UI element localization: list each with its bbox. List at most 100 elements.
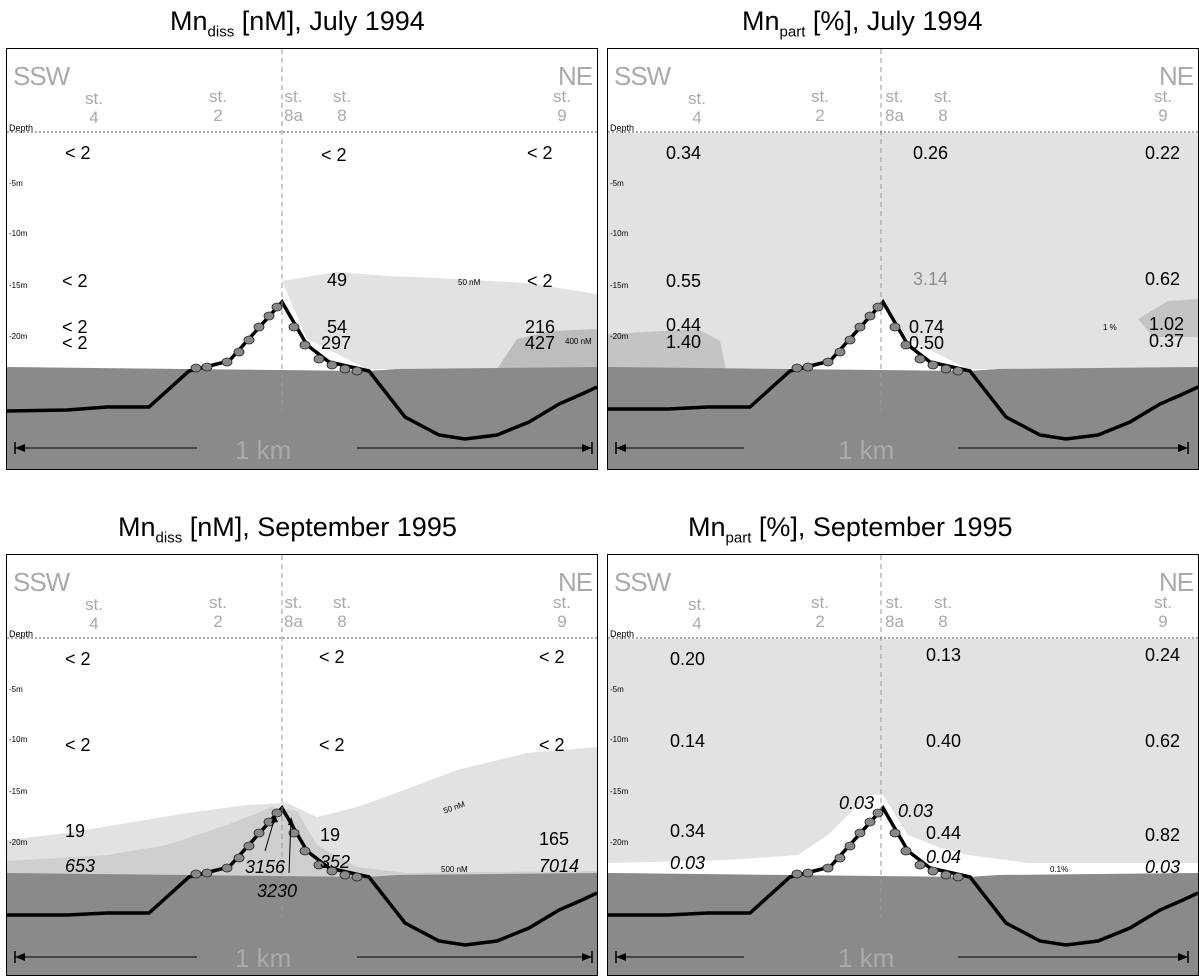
measurement-value: 352 <box>320 852 351 872</box>
station-label-8: st. 8 <box>333 593 351 631</box>
station-label-8: st. 8 <box>934 593 952 631</box>
measurement-value: 0.50 <box>909 333 945 353</box>
isoline-label: 50 nM <box>458 278 481 287</box>
direction-label-ne: NE <box>558 61 593 91</box>
annotation-arrow-3156 <box>264 816 276 852</box>
station-label-4: st. 4 <box>688 595 706 633</box>
sediment-layer <box>7 873 597 975</box>
depth-tick-20m: -20m <box>610 332 629 341</box>
measurement-value: < 2 <box>62 317 88 337</box>
panel-mn-diss-september-1995: SSW NE st. 4 st. 2 st. 8a st. 8 st. 9 Depth -… <box>6 554 598 976</box>
title-rest: [%], July 1994 <box>805 6 983 36</box>
station-label-2: st. 2 <box>811 87 829 125</box>
scale-arrow-left <box>15 953 25 961</box>
measurement-value: < 2 <box>65 649 91 669</box>
depth-tick-15m: -15m <box>9 281 28 290</box>
isoline-label: 1 % <box>1103 323 1117 332</box>
title-rest: [%], September 1995 <box>751 512 1013 542</box>
measurement-value: 1.40 <box>666 332 702 352</box>
measurement-value: < 2 <box>319 735 345 755</box>
scale-arrow-right <box>582 444 592 452</box>
scale-arrow-right <box>1178 953 1188 961</box>
title-sub: part <box>779 23 806 41</box>
measurement-value: 7014 <box>539 856 580 876</box>
direction-label-ssw: SSW <box>13 61 70 91</box>
measurement-value: < 2 <box>62 271 88 291</box>
measurement-value: 3.14 <box>913 269 949 289</box>
depth-tick-5m: -5m <box>9 179 23 188</box>
measurement-value: 0.24 <box>1145 645 1181 665</box>
measurement-value: < 2 <box>65 143 91 163</box>
sediment-layer <box>7 367 597 469</box>
concentration-zone-50nm <box>7 747 597 877</box>
depth-tick-15m: -15m <box>610 787 629 796</box>
direction-label-ne: NE <box>1159 61 1194 91</box>
cross-section-graphic <box>608 555 1198 975</box>
percentage-zone-left-high <box>608 329 726 369</box>
measurement-value: 165 <box>539 829 570 849</box>
title-main: Mn <box>742 6 780 36</box>
depth-tick-5m: -5m <box>9 685 23 694</box>
percentage-zone-right-high <box>1138 299 1198 337</box>
title-rest: [nM], September 1995 <box>182 512 457 542</box>
measurement-value: < 2 <box>321 145 347 165</box>
station-label-4: st. 4 <box>85 595 103 633</box>
measurement-value: 0.20 <box>670 649 706 669</box>
depth-axis-label: Depth <box>9 629 34 639</box>
measurement-value: 297 <box>321 333 352 353</box>
sediment-layer <box>608 873 1198 975</box>
depth-tick-20m: -20m <box>9 332 28 341</box>
measurement-value: 3230 <box>257 881 298 901</box>
measurement-value: 0.37 <box>1149 331 1185 351</box>
station-label-9: st. 9 <box>1154 87 1172 125</box>
station-label-2: st. 2 <box>811 593 829 631</box>
measurement-value: < 2 <box>539 735 565 755</box>
direction-label-ssw: SSW <box>614 61 671 91</box>
station-label-8a: st. 8a <box>284 87 303 125</box>
cross-section-graphic <box>608 49 1198 469</box>
scale-label: 1 km <box>838 435 895 465</box>
measurement-value: 19 <box>65 821 86 841</box>
station-label-2: st. 2 <box>209 593 227 631</box>
measurement-value: 0.22 <box>1145 143 1181 163</box>
title-main: Mn <box>170 6 208 36</box>
station-label-8a: st. 8a <box>885 87 904 125</box>
depth-tick-10m: -10m <box>9 229 28 238</box>
measurement-value: < 2 <box>319 647 345 667</box>
direction-label-ne: NE <box>558 567 593 597</box>
station-label-2: st. 2 <box>209 87 227 125</box>
isoline-label: 0.1% <box>1050 865 1069 874</box>
measurement-value: 653 <box>65 856 96 876</box>
measurement-value: 0.55 <box>666 271 702 291</box>
measurement-value: 0.44 <box>666 315 702 335</box>
measurement-value: < 2 <box>527 271 553 291</box>
station-label-9: st. 9 <box>553 87 571 125</box>
measurement-value: < 2 <box>62 333 88 353</box>
measurement-value: 0.03 <box>1145 857 1181 877</box>
title-sub: diss <box>155 529 183 547</box>
depth-tick-5m: -5m <box>610 179 624 188</box>
title-sub: part <box>725 529 752 547</box>
measurement-value: 0.03 <box>898 801 934 821</box>
scale-arrow-right <box>582 953 592 961</box>
panel-mn-diss-july-1994: SSW NE st. 4 st. 2 st. 8a st. 8 st. 9 Depth -… <box>6 48 598 470</box>
measurement-value: 0.34 <box>670 821 706 841</box>
station-label-8a: st. 8a <box>885 593 904 631</box>
measurement-value: 0.14 <box>670 731 706 751</box>
station-label-8: st. 8 <box>934 87 952 125</box>
scale-arrow-left <box>616 444 626 452</box>
isoline-label: 400 nM <box>565 337 592 346</box>
depth-tick-10m: -10m <box>610 735 629 744</box>
title-main: Mn <box>118 512 156 542</box>
direction-label-ne: NE <box>1159 567 1194 597</box>
panel-title-mn-diss-september-1995: Mndiss [nM], September 1995 <box>118 512 457 546</box>
scale-arrow-left <box>616 953 626 961</box>
panel-mn-part-july-1994: SSW NE st. 4 st. 2 st. 8a st. 8 st. 9 Depth -… <box>607 48 1199 470</box>
measurement-value: < 2 <box>527 143 553 163</box>
depth-tick-20m: -20m <box>610 838 629 847</box>
cross-section-graphic <box>7 555 597 975</box>
isoline-label: 500 nM <box>441 865 468 874</box>
percentage-zone-base <box>608 133 1198 369</box>
title-sub: diss <box>207 23 235 41</box>
sediment-nodules <box>791 808 964 882</box>
